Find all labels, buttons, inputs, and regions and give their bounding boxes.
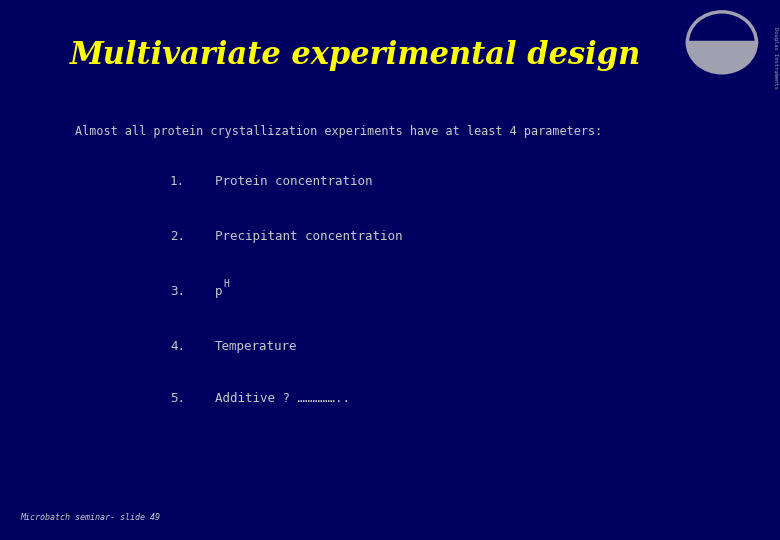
Text: 1.: 1. — [170, 175, 185, 188]
Text: Protein concentration: Protein concentration — [215, 175, 373, 188]
Text: Multivariate experimental design: Multivariate experimental design — [69, 40, 640, 71]
Text: Almost all protein crystallization experiments have at least 4 parameters:: Almost all protein crystallization exper… — [75, 125, 602, 138]
Text: p: p — [215, 285, 222, 298]
Text: Additive ? ……………..: Additive ? …………….. — [215, 392, 350, 405]
Text: 3.: 3. — [170, 285, 185, 298]
Text: Precipitant concentration: Precipitant concentration — [215, 230, 402, 243]
Text: Temperature: Temperature — [215, 340, 297, 353]
Text: Microbatch seminar- slide 49: Microbatch seminar- slide 49 — [20, 513, 160, 522]
Text: 4.: 4. — [170, 340, 185, 353]
Polygon shape — [690, 42, 754, 73]
Text: Douglas Instruments: Douglas Instruments — [773, 26, 778, 89]
Text: H: H — [223, 279, 229, 289]
Text: 2.: 2. — [170, 230, 185, 243]
Text: 5.: 5. — [170, 392, 185, 405]
